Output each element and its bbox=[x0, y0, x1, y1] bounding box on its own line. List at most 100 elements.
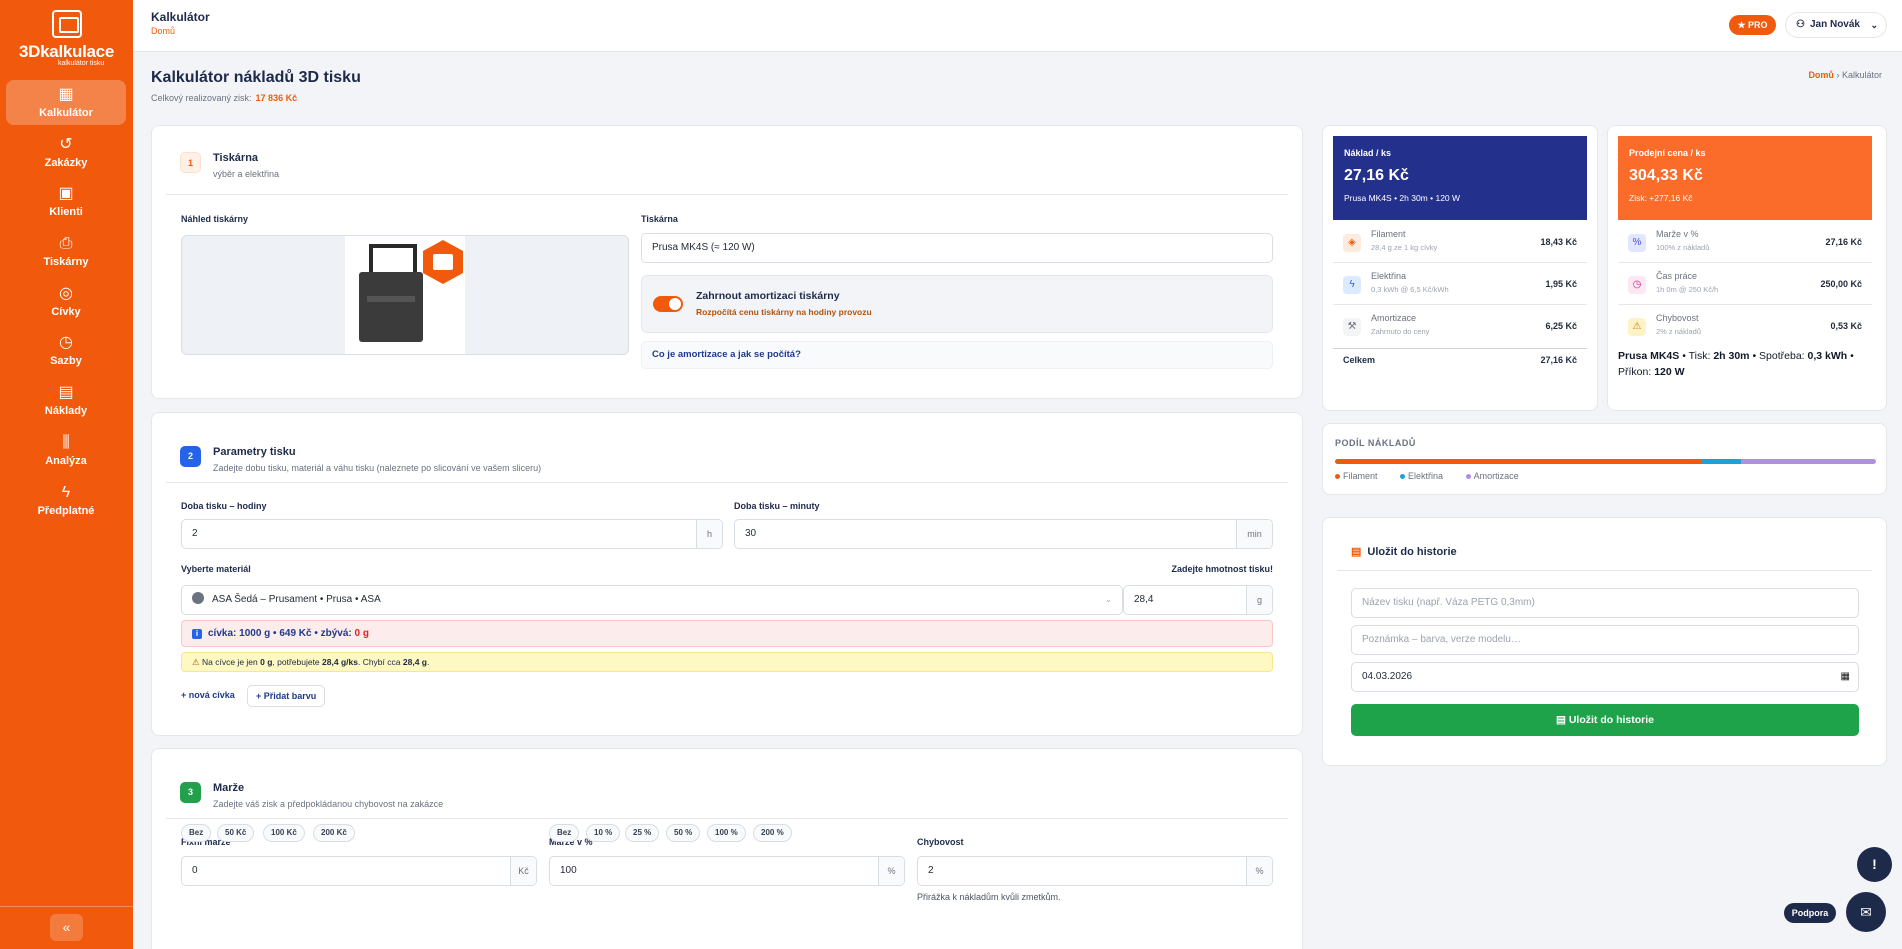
weight-label: Zadejte hmotnost tisku! bbox=[1171, 564, 1273, 574]
cost-share-card: PODÍL NÁKLADŮ Filament Elektřina Amortiz… bbox=[1322, 423, 1887, 495]
summary-label: Spotřeba: bbox=[1759, 350, 1805, 362]
summary-value: 120 W bbox=[1654, 366, 1685, 378]
fixed-preset-pill[interactable]: 50 Kč bbox=[217, 824, 255, 842]
sidebar-item-zakazky[interactable]: ↺ Zakázky bbox=[6, 130, 126, 175]
breadcrumb-separator: › bbox=[1836, 70, 1840, 80]
toggle-subtitle: Rozpočítá cenu tiskárny na hodiny provoz… bbox=[696, 307, 872, 317]
user-menu-button[interactable]: ⚇ Jan Novák ⌄ bbox=[1785, 12, 1887, 38]
wrench-icon: ⚒ bbox=[1343, 318, 1361, 336]
material-select[interactable]: ASA Šedá – Prusament • Prusa • ASA ⌄ bbox=[181, 585, 1123, 615]
printer-select-label: Tiskárna bbox=[641, 214, 678, 224]
pct-margin-value: 100 bbox=[560, 865, 577, 876]
sidebar-item-sazby[interactable]: ◷ Sazby bbox=[6, 328, 126, 373]
weight-value: 28,4 bbox=[1134, 594, 1154, 605]
sidebar-item-label: Cívky bbox=[51, 305, 81, 318]
printer-body-shape bbox=[359, 272, 423, 342]
divider bbox=[166, 194, 1288, 195]
material-value: ASA Šedá – Prusament • Prusa • ASA bbox=[212, 594, 381, 605]
step-badge: 3 bbox=[180, 782, 201, 803]
warning-value: 28,4 g/ks bbox=[322, 657, 358, 667]
support-label[interactable]: Podpora bbox=[1784, 903, 1836, 923]
topbar-crumb-link[interactable]: Domů bbox=[151, 26, 176, 36]
fixed-preset-pill[interactable]: 100 Kč bbox=[263, 824, 305, 842]
brand-logo[interactable]: 3Dkalkulace kalkulátor tisku bbox=[0, 10, 133, 67]
add-color-button[interactable]: + Přidat barvu bbox=[247, 685, 326, 707]
fixed-preset-pill[interactable]: 200 Kč bbox=[313, 824, 355, 842]
brand-tagline: kalkulátor tisku bbox=[58, 60, 105, 67]
cost-share-legend: Filament Elektřina Amortizace bbox=[1335, 471, 1539, 481]
sidebar-item-predplatne[interactable]: ϟ Předplatné bbox=[6, 478, 126, 523]
alert-fab[interactable]: ! bbox=[1857, 847, 1892, 882]
print-name-input[interactable]: Název tisku (např. Váza PETG 0,3mm) bbox=[1351, 588, 1859, 618]
error-rate-unit: % bbox=[1246, 857, 1272, 885]
minutes-input[interactable]: 30 min bbox=[734, 519, 1273, 549]
cost-share-bar bbox=[1335, 459, 1876, 464]
save-to-history-button[interactable]: ▤ Uložit do historie bbox=[1351, 704, 1859, 736]
pct-preset-pill[interactable]: 200 % bbox=[753, 824, 792, 842]
section-title: Parametry tisku bbox=[213, 446, 296, 458]
summary-separator: • bbox=[1850, 350, 1854, 362]
printer-select[interactable]: Prusa MK4S (≈ 120 W) bbox=[641, 233, 1273, 263]
cost-value: 27,16 Kč bbox=[1344, 167, 1409, 184]
fixed-margin-input[interactable]: 0 Kč bbox=[181, 856, 537, 886]
pct-preset-pill[interactable]: 100 % bbox=[707, 824, 746, 842]
error-rate-input[interactable]: 2 % bbox=[917, 856, 1273, 886]
sidebar-item-tiskarny[interactable]: ⎙ Tiskárny bbox=[6, 229, 126, 274]
summary-separator: • bbox=[1752, 350, 1757, 362]
sidebar-item-klienti[interactable]: ▣ Klienti bbox=[6, 179, 126, 224]
row-title: Elektřina bbox=[1371, 271, 1407, 281]
print-date-input[interactable]: 04.03.2026 ▦ bbox=[1351, 662, 1859, 692]
pct-preset-pill[interactable]: Bez bbox=[549, 824, 580, 842]
print-note-input[interactable]: Poznámka – barva, verze modelu… bbox=[1351, 625, 1859, 655]
collapse-sidebar-button[interactable]: « bbox=[50, 914, 83, 941]
save-history-title-text: Uložit do historie bbox=[1367, 546, 1457, 558]
clock-icon: ◷ bbox=[1628, 276, 1646, 294]
pct-preset-pill[interactable]: 25 % bbox=[625, 824, 660, 842]
divider bbox=[1337, 570, 1872, 571]
cost-row-amortization: ⚒ Amortizace Zahrnuto do ceny 6,25 Kč bbox=[1333, 305, 1587, 347]
amortization-toggle[interactable] bbox=[653, 296, 683, 312]
cost-row-electricity: ϟ Elektřina 0,3 kWh @ 6,5 Kč/kWh 1,95 Kč bbox=[1333, 263, 1587, 305]
printer-preview bbox=[181, 235, 629, 355]
sidebar-item-label: Náklady bbox=[44, 405, 88, 418]
sidebar-item-kalkulator[interactable]: ▦ Kalkulátor bbox=[6, 80, 126, 125]
topbar: Kalkulátor Domů ★ PRO ⚇ Jan Novák ⌄ bbox=[133, 0, 1902, 52]
summary-value: 0,3 kWh bbox=[1807, 350, 1848, 362]
weight-unit: g bbox=[1246, 586, 1272, 614]
cost-share-segment-electricity bbox=[1702, 459, 1742, 464]
minutes-unit: min bbox=[1236, 520, 1272, 548]
error-rate-hint: Přirážka k nákladům kvůli zmetkům. bbox=[917, 892, 1061, 902]
pct-preset-pill[interactable]: 10 % bbox=[586, 824, 621, 842]
sidebar-item-naklady[interactable]: ▤ Náklady bbox=[6, 378, 126, 423]
summary-label: Příkon: bbox=[1618, 366, 1652, 378]
breadcrumb-current: Kalkulátor bbox=[1841, 70, 1882, 80]
legend-item-filament: Filament bbox=[1335, 471, 1388, 481]
spool-icon: ◎ bbox=[59, 284, 73, 302]
pct-preset-pill[interactable]: 50 % bbox=[666, 824, 701, 842]
print-note-placeholder: Poznámka – barva, verze modelu… bbox=[1362, 634, 1521, 645]
chat-fab[interactable]: ✉ bbox=[1846, 892, 1886, 932]
warning-value: 28,4 g bbox=[402, 657, 427, 667]
info-icon: i bbox=[192, 629, 202, 639]
amortization-info-link[interactable]: Co je amortizace a jak se počítá? bbox=[641, 341, 1273, 369]
hours-input[interactable]: 2 h bbox=[181, 519, 723, 549]
fixed-preset-pill[interactable]: Bez bbox=[181, 824, 212, 842]
sidebar-item-analyza[interactable]: ⫼ Analýza bbox=[6, 428, 126, 473]
row-value: 0,53 Kč bbox=[1830, 321, 1862, 331]
margin-section: 3 Marže Zadejte váš zisk a předpokládano… bbox=[151, 748, 1303, 949]
sidebar-divider bbox=[0, 906, 133, 907]
sidebar: 3Dkalkulace kalkulátor tisku ▦ Kalkuláto… bbox=[0, 0, 133, 949]
sidebar-item-label: Analýza bbox=[45, 454, 87, 467]
pct-margin-input[interactable]: 100 % bbox=[549, 856, 905, 886]
calendar-icon[interactable]: ▦ bbox=[1840, 671, 1850, 682]
cost-share-title: PODÍL NÁKLADŮ bbox=[1335, 438, 1416, 448]
breadcrumb-home-link[interactable]: Domů bbox=[1808, 70, 1834, 80]
new-spool-button[interactable]: + nová cívka bbox=[181, 690, 235, 700]
row-subtitle: 0,3 kWh @ 6,5 Kč/kWh bbox=[1371, 285, 1449, 294]
warning-text: . Chybí cca bbox=[357, 657, 401, 667]
row-title: Čas práce bbox=[1656, 271, 1698, 281]
sidebar-item-civky[interactable]: ◎ Cívky bbox=[6, 279, 126, 324]
weight-input[interactable]: 28,4 g bbox=[1123, 585, 1273, 615]
pro-badge[interactable]: ★ PRO bbox=[1729, 15, 1776, 35]
summary-value: 2h 30m bbox=[1713, 350, 1750, 362]
